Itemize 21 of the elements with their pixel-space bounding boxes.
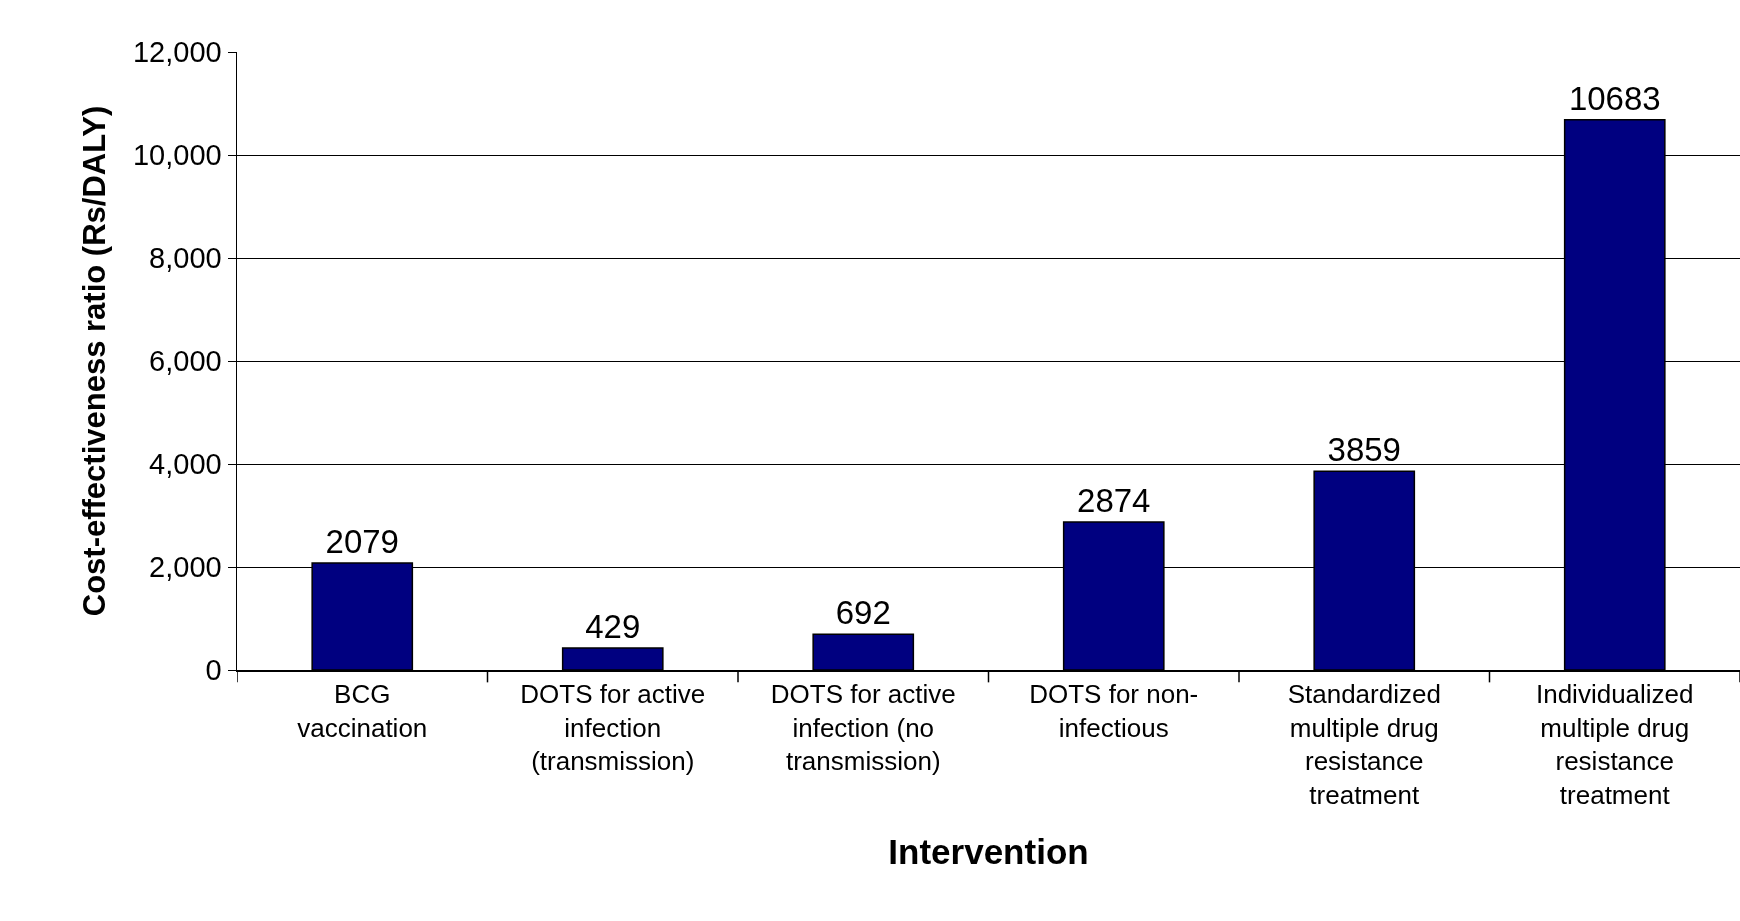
y-tick-label: 0 [205,654,222,687]
data-label: 429 [585,607,641,645]
y-axis-title: Cost-effectiveness ratio (Rs/DALY) [76,105,112,617]
data-label: 10683 [1568,79,1661,117]
y-tick-label: 12,000 [133,36,222,69]
data-label: 3859 [1327,431,1401,469]
x-tick-label: Standardized multiple drug resistance treatment [1287,678,1441,811]
y-tick-label: 10,000 [133,139,222,172]
data-label: 2079 [325,522,399,560]
y-tick-label: 8,000 [149,242,222,275]
data-label: 2874 [1077,481,1151,519]
x-tick-label: DOTS for non-infectious [1029,678,1199,743]
y-tick-label: 2,000 [149,551,222,584]
data-label: 692 [835,594,891,632]
x-axis-title: Intervention [888,831,1089,871]
y-tick-label: 4,000 [149,448,222,481]
x-tick-label: BCG vaccination [297,678,428,743]
y-tick-label: 6,000 [149,345,222,378]
x-tick-label: Individualized multiple drug resistance treatment [1535,678,1694,811]
x-tick-label: DOTS for active infection (transmission) [520,678,706,777]
x-tick-label: DOTS for active infection (no transmission) [770,678,956,777]
